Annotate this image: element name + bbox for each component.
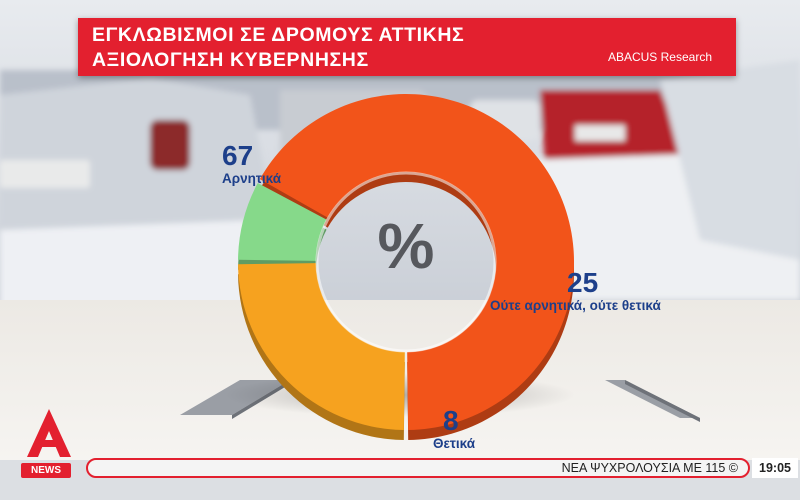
donut-slice-3 (238, 182, 327, 261)
donut-slice-1 (259, 94, 574, 430)
data-label-neutral: 25 Ούτε αρνητικά, ούτε θετικά (490, 268, 661, 314)
title-banner: ΕΓΚΛΩΒΙΣΜΟΙ ΣΕ ΔΡΟΜΟΥΣ ΑΤΤΙΚΗΣ ΑΞΙΟΛΟΓΗΣ… (78, 18, 736, 76)
data-label-negative: 67 Αρνητικά (222, 141, 281, 187)
donut-chart (238, 94, 574, 440)
chart-title-line-2: ΑΞΙΟΛΟΓΗΣΗ ΚΥΒΕΡΝΗΣΗΣ (92, 49, 369, 71)
chart-title-line-1: ΕΓΚΛΩΒΙΣΜΟΙ ΣΕ ΔΡΟΜΟΥΣ ΑΤΤΙΚΗΣ (92, 24, 465, 46)
data-label-negative-value: 67 (222, 140, 254, 171)
data-label-positive-value: 8 (443, 405, 459, 436)
news-badge: NEWS (21, 463, 71, 478)
center-percent-symbol: % (377, 210, 435, 282)
source-label: ABACUS Research (607, 50, 712, 64)
data-label-neutral-value: 25 (567, 267, 599, 298)
news-ticker-text: ΝΕΑ ΨΥΧΡΟΛΟΥΣΙΑ ΜΕ 115 © (561, 461, 738, 475)
donut-slice-2 (238, 263, 405, 430)
data-label-positive: 8 Θετικά (433, 406, 475, 452)
data-label-negative-text: Αρνητικά (222, 171, 282, 186)
data-label-neutral-text: Ούτε αρνητικά, ούτε θετικά (490, 298, 661, 313)
alpha-channel-logo-icon (27, 409, 71, 457)
clock: 19:05 (752, 458, 798, 478)
data-label-positive-text: Θετικά (433, 436, 476, 451)
donut-hole-rim (315, 171, 497, 353)
news-ticker-bar: ΝΕΑ ΨΥΧΡΟΛΟΥΣΙΑ ΜΕ 115 © (86, 458, 750, 478)
